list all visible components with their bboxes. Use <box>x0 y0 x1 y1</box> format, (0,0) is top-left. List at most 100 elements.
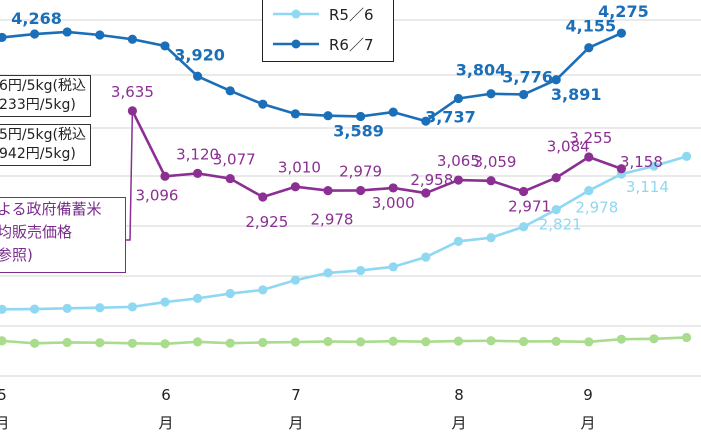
point-s1-14 <box>453 175 463 185</box>
point-s2-21 <box>682 151 692 161</box>
x-tick-unit-0: 月 <box>0 414 10 432</box>
data-label-s0-15: 3,804 <box>456 61 507 80</box>
point-s3-7 <box>225 338 235 348</box>
point-s2-7 <box>225 288 235 299</box>
point-s0-9 <box>290 109 300 119</box>
point-s3-10 <box>323 336 333 347</box>
x-tick-unit-3: 月 <box>451 414 466 432</box>
point-s3-11 <box>356 337 366 347</box>
data-label-s0-17: 3,891 <box>551 85 602 104</box>
point-s3-1 <box>29 338 40 348</box>
series-line-2 <box>1 155 687 311</box>
legend: R5／6 R6／7 <box>262 0 394 62</box>
point-s3-9 <box>290 337 300 347</box>
point-s2-17 <box>551 205 561 215</box>
data-label-s2-18: 2,978 <box>575 199 618 217</box>
data-label-s1-5: 3,096 <box>136 186 179 204</box>
point-s0-4 <box>127 34 137 44</box>
point-s2-1 <box>29 304 40 314</box>
point-s1-6 <box>193 168 203 178</box>
callout-connector <box>124 110 134 241</box>
government-rice-note: よる政府備蓄米 均販売価格 参照) <box>0 197 126 273</box>
data-label-s0-1: 4,268 <box>11 9 62 28</box>
point-s1-5 <box>160 171 170 181</box>
point-s0-15 <box>486 89 496 99</box>
point-s0-8 <box>258 99 268 109</box>
data-label-s1-16: 2,971 <box>508 197 551 215</box>
point-s0-10 <box>323 111 333 121</box>
data-label-s1-18: 3,255 <box>569 129 612 147</box>
point-s3-21 <box>682 332 692 343</box>
point-s0-0 <box>0 32 7 43</box>
data-label-s1-7: 3,077 <box>213 151 256 169</box>
price-note-1-line-1: 6円/5kg(税込 <box>0 78 86 94</box>
legend-item-r6: R6／7 <box>271 34 374 54</box>
data-label-s1-13: 2,958 <box>410 171 453 189</box>
point-s0-7 <box>225 86 235 96</box>
x-tick-month-4: 9 <box>583 386 593 404</box>
data-label-s2-19: 3,114 <box>626 178 669 196</box>
point-s0-5 <box>160 41 170 51</box>
series-layer <box>0 27 692 349</box>
gov-note-line-3: 参照) <box>0 246 33 264</box>
legend-item-r5: R5／6 <box>271 4 374 24</box>
price-note-1: 6円/5kg(税込 233円/5kg) <box>0 75 91 117</box>
point-s0-1 <box>29 29 40 39</box>
price-note-1-line-2: 233円/5kg) <box>0 97 76 113</box>
data-label-s0-18: 4,155 <box>565 17 616 36</box>
point-s3-16 <box>519 336 529 347</box>
point-s2-20 <box>649 161 659 171</box>
point-s3-15 <box>486 336 496 346</box>
price-note-2-line-1: 5円/5kg(税込 <box>0 127 86 143</box>
legend-swatch-r5 <box>273 9 319 19</box>
point-s2-12 <box>388 262 398 272</box>
point-s3-8 <box>258 337 268 348</box>
point-s1-10 <box>323 186 333 196</box>
data-label-s0-14: 3,737 <box>425 107 476 126</box>
data-label-s0-19: 4,275 <box>598 2 649 21</box>
point-s2-5 <box>160 297 170 307</box>
point-s3-19 <box>616 334 627 344</box>
point-s1-8 <box>258 192 268 202</box>
point-s1-15 <box>486 176 496 186</box>
gov-note-line-1: よる政府備蓄米 <box>0 200 102 218</box>
series-line-1 <box>131 110 622 199</box>
point-s2-16 <box>519 222 529 232</box>
point-s2-15 <box>486 233 496 243</box>
point-s3-2 <box>62 337 72 348</box>
point-s0-12 <box>388 107 398 117</box>
x-tick-month-1: 6 <box>161 386 171 404</box>
point-s0-14 <box>453 93 463 104</box>
data-label-s1-8: 2,925 <box>245 213 288 231</box>
legend-label-r6: R6／7 <box>329 35 374 54</box>
series-line-0 <box>1 30 622 123</box>
point-s1-13 <box>421 188 431 198</box>
point-s1-18 <box>584 152 594 162</box>
point-s0-16 <box>519 89 529 100</box>
point-s0-3 <box>95 30 105 40</box>
series-line-3 <box>1 336 687 346</box>
point-s0-19 <box>616 28 627 38</box>
point-s2-9 <box>290 275 300 285</box>
point-s3-13 <box>421 337 431 347</box>
point-s0-6 <box>193 71 203 81</box>
point-s1-19 <box>616 164 627 174</box>
point-s2-2 <box>62 303 72 313</box>
point-s3-12 <box>388 336 398 346</box>
point-s3-6 <box>193 337 203 347</box>
point-s2-11 <box>356 265 366 276</box>
data-label-s1-19: 3,158 <box>620 153 663 171</box>
point-s1-11 <box>356 185 366 196</box>
point-s2-4 <box>127 302 137 312</box>
point-s2-10 <box>323 268 333 278</box>
legend-label-r5: R5／6 <box>329 5 374 24</box>
point-s3-20 <box>649 334 659 344</box>
point-s1-7 <box>225 173 235 184</box>
data-label-s1-17: 3,084 <box>547 138 590 156</box>
data-label-s1-6: 3,120 <box>176 145 219 163</box>
point-s0-2 <box>62 27 72 37</box>
point-s2-18 <box>584 186 594 196</box>
x-tick-unit-2: 月 <box>288 414 303 432</box>
